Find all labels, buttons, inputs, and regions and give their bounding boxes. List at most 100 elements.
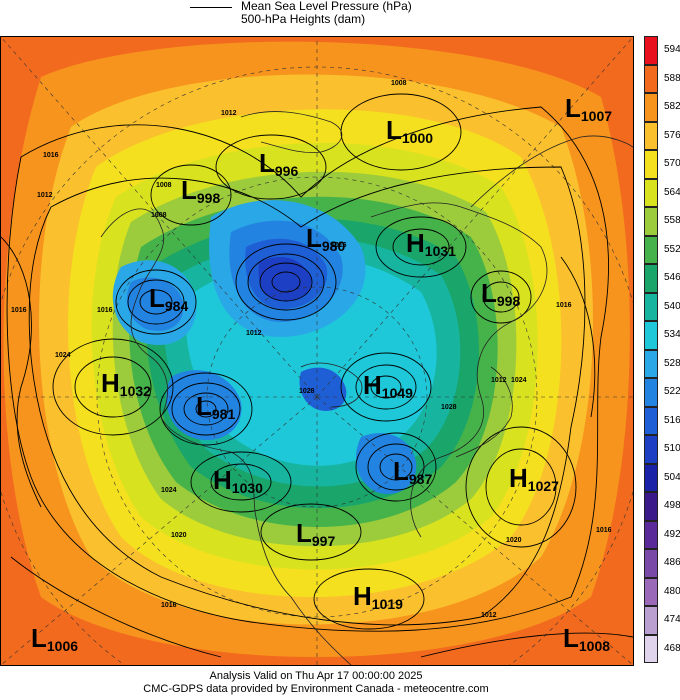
pressure-center: L981 — [196, 391, 235, 422]
isobar — [6, 106, 609, 632]
height-field-522-b — [126, 277, 184, 331]
colorbar-label: 528 — [664, 357, 680, 369]
isobar — [1, 236, 42, 508]
isobar — [159, 372, 253, 446]
isobar — [235, 243, 337, 321]
legend-heights-label: 500-hPa Heights (dam) — [241, 12, 366, 26]
isobar-label: 1016 — [556, 302, 572, 309]
legend-mslp-label: Mean Sea Level Pressure (hPa) — [241, 0, 412, 13]
colorbar-swatch — [644, 634, 658, 663]
colorbar-swatch — [644, 207, 658, 236]
pressure-center: H1031 — [406, 228, 456, 259]
isobar — [247, 253, 325, 311]
isobar — [340, 352, 432, 422]
colorbar-swatch — [644, 463, 658, 492]
pressure-center: L987 — [393, 456, 432, 487]
colorbar-label: 558 — [664, 215, 680, 227]
colorbar-swatch — [644, 492, 658, 521]
isobar-label: 1016 — [97, 307, 113, 314]
height-field-522-d — [356, 433, 417, 494]
isobar-label: 1008 — [391, 80, 407, 87]
isobar — [183, 392, 229, 426]
isobar — [465, 426, 577, 548]
isobar-label: 1020 — [171, 532, 187, 539]
isobar-label: 1012 — [246, 330, 262, 337]
isobar — [370, 375, 402, 399]
isobar — [150, 164, 232, 226]
isobar — [10, 556, 222, 658]
legend-text: Mean Sea Level Pressure (hPa) 500-hPa He… — [241, 0, 412, 26]
isobar-label: 1028 — [299, 388, 315, 395]
colorbar-swatch — [644, 577, 658, 606]
pressure-center: L996 — [259, 148, 298, 179]
colorbar-label: 468 — [664, 642, 680, 654]
colorbar-label: 582 — [664, 101, 680, 113]
map-canvas: 1008 1016 1012 1012 1008 1016 1024 1024 … — [1, 37, 633, 665]
colorbar-label: 540 — [664, 300, 680, 312]
isobar — [470, 270, 532, 324]
isobar — [127, 279, 185, 325]
isobar — [420, 632, 633, 658]
isobar-label: 1016 — [43, 152, 59, 159]
isobar — [375, 216, 467, 278]
isobar — [74, 356, 152, 418]
isobar — [313, 568, 425, 630]
colorbar-swatch — [644, 36, 658, 65]
isobar — [171, 382, 241, 436]
colorbar-swatch — [644, 121, 658, 150]
isobar-label: 1020 — [506, 537, 522, 544]
colorbar-label: 498 — [664, 500, 680, 512]
isobars — [1, 93, 633, 658]
colorbar-label: 480 — [664, 585, 680, 597]
colorbar-swatch — [644, 435, 658, 464]
colorbar-label: 510 — [664, 443, 680, 455]
colorbar-swatch — [644, 235, 658, 264]
colorbar-label: 564 — [664, 186, 680, 198]
isobar-label: 1008 — [151, 212, 167, 219]
colorbar-label: 570 — [664, 158, 680, 170]
colorbar-swatch — [644, 64, 658, 93]
pressure-center: H1032 — [101, 368, 151, 399]
isobar — [215, 134, 327, 200]
map-header: Mean Sea Level Pressure (hPa) 500-hPa He… — [0, 0, 680, 34]
coastline — [455, 366, 513, 458]
isobar — [115, 269, 197, 335]
isobar-label: 1012 — [491, 377, 507, 384]
colorbar-label: 546 — [664, 272, 680, 284]
isobar — [355, 364, 417, 410]
isobar-label: 1016 — [331, 242, 347, 249]
pressure-center: L980 — [306, 223, 345, 254]
pressure-center: H1027 — [509, 463, 559, 494]
colorbar-swatch — [644, 178, 658, 207]
coastline — [240, 111, 343, 154]
colorbar-label: 486 — [664, 557, 680, 569]
colorbar-swatch — [644, 606, 658, 635]
colorbar-swatch — [644, 349, 658, 378]
height-field-516-c — [299, 367, 347, 411]
colorbar-label: 552 — [664, 243, 680, 255]
colorbar-swatch — [644, 292, 658, 321]
colorbar-label: 474 — [664, 614, 680, 626]
coastline — [300, 362, 363, 408]
colorbar-label: 504 — [664, 471, 680, 483]
coastline — [100, 208, 352, 665]
colorbar-swatch — [644, 406, 658, 435]
meridian — [316, 396, 633, 665]
isobar-label: 1016 — [161, 602, 177, 609]
isobar — [392, 228, 450, 266]
isobar-label: 1024 — [55, 352, 71, 359]
isobar — [367, 443, 425, 491]
isobar — [485, 448, 557, 526]
isobar — [379, 453, 413, 481]
pressure-center: L1006 — [31, 623, 78, 654]
pressure-center: H1049 — [363, 370, 413, 401]
isobar-label: 1016 — [596, 527, 612, 534]
pressure-center: L1007 — [565, 93, 612, 124]
colorbar-swatch — [644, 520, 658, 549]
colorbar-label: 516 — [664, 414, 680, 426]
isobar-label: 1016 — [11, 307, 27, 314]
analysis-valid-text: Analysis Valid on Thu Apr 17 00:00:00 20… — [209, 670, 423, 682]
isobar — [28, 166, 586, 626]
isobar — [139, 289, 173, 315]
colorbar-swatch — [644, 549, 658, 578]
